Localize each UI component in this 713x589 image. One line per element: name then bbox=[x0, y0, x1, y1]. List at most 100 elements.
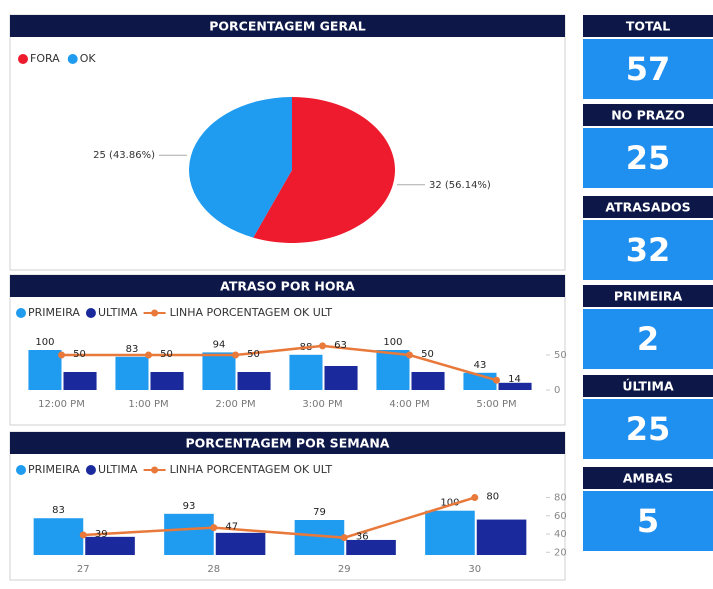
panel-title: PORCENTAGEM GERAL bbox=[209, 19, 366, 34]
data-label: 36 bbox=[356, 532, 369, 543]
data-label: 14 bbox=[508, 374, 521, 385]
card-body bbox=[583, 491, 713, 551]
bar bbox=[289, 354, 323, 390]
y2-tick-label: 20 bbox=[554, 547, 567, 558]
data-label: 100 bbox=[35, 337, 54, 348]
x-tick-label: 3:00 PM bbox=[302, 399, 342, 410]
data-label: 25 (43.86%) bbox=[93, 150, 155, 161]
card-header bbox=[583, 196, 713, 218]
data-label: 50 bbox=[160, 349, 173, 360]
card-header bbox=[583, 375, 713, 397]
bar bbox=[425, 510, 475, 555]
legend-swatch bbox=[67, 54, 78, 64]
pie-slice bbox=[253, 97, 395, 243]
y2-tick-label: 60 bbox=[554, 511, 567, 522]
line-marker bbox=[210, 524, 218, 532]
card-body bbox=[583, 309, 713, 369]
line bbox=[61, 344, 497, 382]
data-label: 100 bbox=[383, 337, 402, 348]
x-tick-label: 30 bbox=[468, 564, 481, 575]
card-header bbox=[583, 15, 713, 37]
line bbox=[83, 496, 476, 539]
bar bbox=[376, 350, 410, 390]
line-marker bbox=[340, 534, 348, 542]
legend-label: PRIMEIRA bbox=[28, 306, 80, 319]
legend-label: LINHA PORCENTAGEM OK ULT bbox=[170, 463, 333, 476]
y2-tick-label: 0 bbox=[554, 385, 560, 396]
data-label: 94 bbox=[213, 339, 226, 350]
x-tick-label: 5:00 PM bbox=[476, 399, 516, 410]
pie-slice bbox=[188, 97, 292, 238]
data-label: 83 bbox=[126, 344, 139, 355]
data-label: 32 (56.14%) bbox=[429, 180, 491, 191]
y2-tick-label: 40 bbox=[554, 529, 567, 540]
data-label: 50 bbox=[421, 349, 434, 360]
bar bbox=[85, 536, 135, 555]
card-body bbox=[583, 39, 713, 99]
panel bbox=[9, 431, 566, 581]
card-label: ATRASADOS bbox=[605, 200, 690, 215]
panel-title: ATRASO POR HORA bbox=[220, 279, 355, 294]
legend-label: ULTIMA bbox=[98, 463, 138, 476]
line-marker bbox=[58, 351, 65, 359]
data-label: 43 bbox=[474, 360, 487, 371]
data-label: 80 bbox=[486, 492, 499, 503]
x-tick-label: 28 bbox=[207, 564, 220, 575]
legend-swatch bbox=[85, 308, 96, 318]
panel-title: PORCENTAGEM POR SEMANA bbox=[186, 436, 390, 451]
bar bbox=[215, 532, 266, 555]
bar bbox=[63, 372, 97, 390]
bar bbox=[411, 372, 445, 390]
bar bbox=[346, 539, 396, 555]
bar bbox=[324, 366, 358, 390]
card-body bbox=[583, 399, 713, 459]
card-label: NO PRAZO bbox=[611, 108, 685, 123]
legend-label: ULTIMA bbox=[98, 306, 138, 319]
legend-label: PRIMEIRA bbox=[28, 463, 80, 476]
card-value: 25 bbox=[626, 410, 671, 448]
bar bbox=[498, 382, 532, 390]
panel-header bbox=[10, 432, 565, 454]
x-tick-label: 4:00 PM bbox=[389, 399, 429, 410]
y2-tick-label: 50 bbox=[554, 350, 567, 361]
line-marker bbox=[319, 342, 326, 350]
y2-tick-label: 80 bbox=[554, 493, 567, 504]
line-marker bbox=[406, 351, 413, 359]
legend-label: LINHA PORCENTAGEM OK ULT bbox=[170, 306, 333, 319]
card-header bbox=[583, 467, 713, 489]
legend-swatch bbox=[16, 308, 26, 318]
data-label: 79 bbox=[313, 507, 326, 518]
x-tick-label: 1:00 PM bbox=[128, 399, 168, 410]
data-label: 63 bbox=[334, 340, 347, 351]
data-label: 47 bbox=[225, 522, 238, 533]
line-marker bbox=[79, 531, 87, 539]
line-marker bbox=[493, 376, 500, 384]
line-marker bbox=[471, 494, 479, 502]
line-marker bbox=[232, 351, 239, 359]
legend-swatch bbox=[18, 54, 28, 64]
card-label: TOTAL bbox=[626, 19, 670, 34]
bar bbox=[237, 372, 271, 390]
data-label: 100 bbox=[440, 498, 459, 509]
legend-label: FORA bbox=[30, 52, 60, 65]
card-value: 57 bbox=[626, 50, 671, 88]
card-label: AMBAS bbox=[623, 471, 673, 486]
x-tick-label: 29 bbox=[338, 564, 351, 575]
bar bbox=[28, 350, 62, 390]
x-tick-label: 12:00 PM bbox=[38, 399, 85, 410]
data-label: 50 bbox=[247, 349, 260, 360]
data-label: 50 bbox=[73, 349, 86, 360]
legend-swatch bbox=[151, 466, 159, 474]
card-label: ÚLTIMA bbox=[622, 379, 674, 394]
panel-header bbox=[10, 275, 565, 297]
card-value: 32 bbox=[626, 231, 671, 269]
line-marker bbox=[145, 351, 152, 359]
card-value: 25 bbox=[626, 139, 671, 177]
legend-swatch bbox=[85, 465, 96, 475]
bar bbox=[115, 356, 149, 390]
legend-label: OK bbox=[80, 52, 97, 65]
panel-header bbox=[10, 15, 565, 37]
data-label: 93 bbox=[183, 501, 196, 512]
card-header bbox=[583, 285, 713, 307]
